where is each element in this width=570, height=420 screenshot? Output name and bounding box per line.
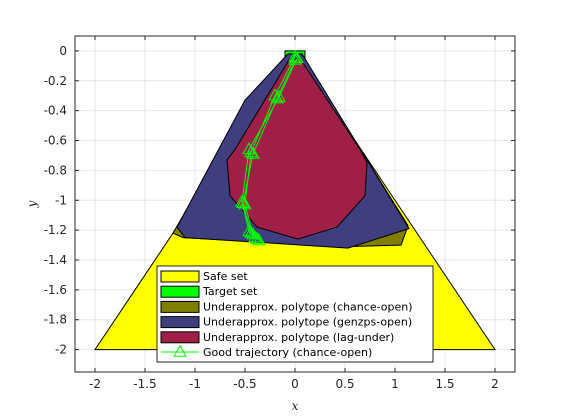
x-axis-label: x (292, 399, 299, 413)
trajectory-marker (272, 89, 286, 102)
legend-entry-good-trajectory-chance-open: Good trajectory (chance-open) (161, 344, 372, 359)
legend-swatch-marker (173, 344, 187, 357)
trajectory-marker (250, 231, 264, 244)
legend-entry-underapprox-polytope-chance-open: Underapprox. polytope (chance-open) (160, 300, 413, 313)
trajectory-marker (288, 49, 302, 62)
trajectory-line (241, 58, 298, 238)
y-tick-label: -1 (55, 193, 67, 207)
legend-swatch (160, 331, 200, 344)
y-tick-label: -1.4 (44, 253, 67, 267)
trajectory-marker (235, 194, 249, 207)
underapprox-polytope-lag-under-polygon (226, 57, 368, 240)
y-tick-label: -0.2 (44, 74, 67, 88)
x-tick-label: 2 (491, 377, 499, 391)
legend-box (156, 265, 434, 363)
legend-label: Underapprox. polytope (lag-under) (203, 331, 394, 344)
legend-swatch (160, 300, 200, 313)
x-tick-label: -1 (189, 377, 201, 391)
y-tick-label: -1.2 (44, 223, 67, 237)
x-tick-label: 0.5 (335, 377, 354, 391)
legend-swatch (160, 270, 200, 283)
trajectory-layer (235, 49, 304, 246)
legend-label: Target set (202, 285, 258, 298)
y-tick-label: -0.8 (44, 163, 67, 177)
y-tick-label: -0.4 (44, 104, 67, 118)
legend-swatch (160, 316, 200, 329)
legend-label: Safe set (203, 270, 248, 283)
legend-entry-target-set: Target set (160, 285, 258, 298)
legend-swatch (160, 285, 200, 298)
trajectory-marker (244, 225, 258, 238)
trajectory-marker (242, 224, 256, 237)
legend: Safe set Target set Underapprox. polytope … (156, 265, 434, 363)
x-tick-label: 1 (391, 377, 399, 391)
x-tick-label: 0 (291, 377, 299, 391)
trajectory-marker (252, 233, 266, 246)
trajectory-marker (248, 230, 262, 243)
y-tick-label: 0 (59, 44, 67, 58)
legend-entry-safe-set: Safe set (160, 270, 248, 283)
x-tick-label: -0.5 (233, 377, 256, 391)
trajectory-marker (290, 51, 304, 64)
y-tick-label: -1.8 (44, 313, 67, 327)
trajectory-marker (270, 91, 284, 104)
y-tick-label: -1.6 (44, 283, 67, 297)
legend-label: Underapprox. polytope (genzps-open) (203, 316, 412, 329)
trajectory-marker (246, 146, 260, 159)
legend-label: Good trajectory (chance-open) (203, 346, 372, 359)
legend-entry-underapprox-polytope-lag-under: Underapprox. polytope (lag-under) (160, 331, 394, 344)
x-tick-label: -1.5 (133, 377, 156, 391)
legend-label: Underapprox. polytope (chance-open) (203, 300, 413, 313)
y-tick-label: -2 (55, 343, 67, 357)
trajectory-marker (288, 52, 302, 65)
y-tick-labels: 0 -0.2 -0.4 -0.6 -0.8 -1 -1.2 -1.4 -1.6 -1.8 -2 (44, 44, 67, 357)
trajectory-marker (242, 142, 256, 155)
axes-frame (74, 35, 516, 373)
y-tick-label: -0.6 (44, 134, 67, 148)
y-axis-label: y (25, 200, 39, 208)
x-tick-label: 1.5 (435, 377, 454, 391)
x-tick-label: -2 (89, 377, 101, 391)
x-tick-labels: -2 -1.5 -1 -0.5 0 0.5 1 1.5 2 (89, 377, 499, 391)
legend-entry-underapprox-polytope-genzps-open: Underapprox. polytope (genzps-open) (160, 316, 412, 329)
